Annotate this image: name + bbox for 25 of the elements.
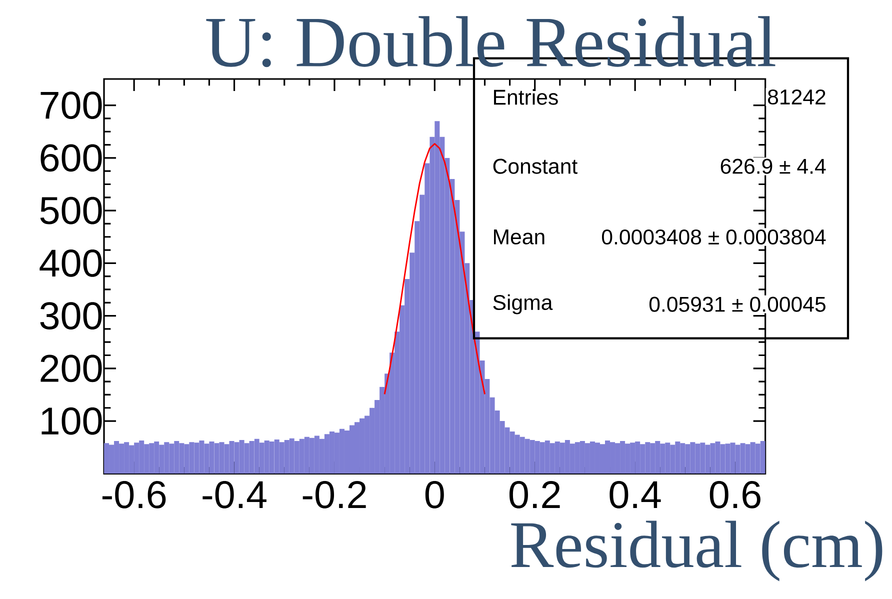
x-tick-label: -0.2 <box>302 481 366 508</box>
line-series <box>384 142 486 395</box>
annotation: Entries <box>494 89 558 105</box>
x-axis-title: Residual (cm) <box>511 520 882 582</box>
annotation: Sigma <box>493 294 553 314</box>
y-tick-label: 500 <box>40 196 102 224</box>
annotation: Mean <box>494 230 544 244</box>
x-tick-label: 0.2 <box>509 481 560 508</box>
annotation: Constant <box>493 158 578 174</box>
x-tick-label: -0.6 <box>102 481 166 508</box>
x-tick-label: 0.6 <box>710 481 760 508</box>
y-tick-label: 600 <box>40 144 102 172</box>
y-tick-label: 200 <box>40 354 102 382</box>
text: 81242 <box>768 89 826 105</box>
x-tick-label: 0.4 <box>610 481 661 508</box>
chart-title: U: Double Residual <box>206 16 776 68</box>
y-tick-label: 700 <box>40 92 102 119</box>
y-tick-label: 300 <box>40 302 102 330</box>
annotation: 626.9 ± 4.4 <box>720 158 826 174</box>
annotation: 0.05931 ± 0.00045 <box>649 296 826 312</box>
x-tick-label: -0.4 <box>202 481 266 508</box>
y-tick-label: 100 <box>42 407 102 435</box>
annotation: 0.0003408 ± 0.0003804 <box>602 229 826 245</box>
y-tick-label: 400 <box>40 249 102 277</box>
x-tick-label: 0 <box>425 481 444 508</box>
